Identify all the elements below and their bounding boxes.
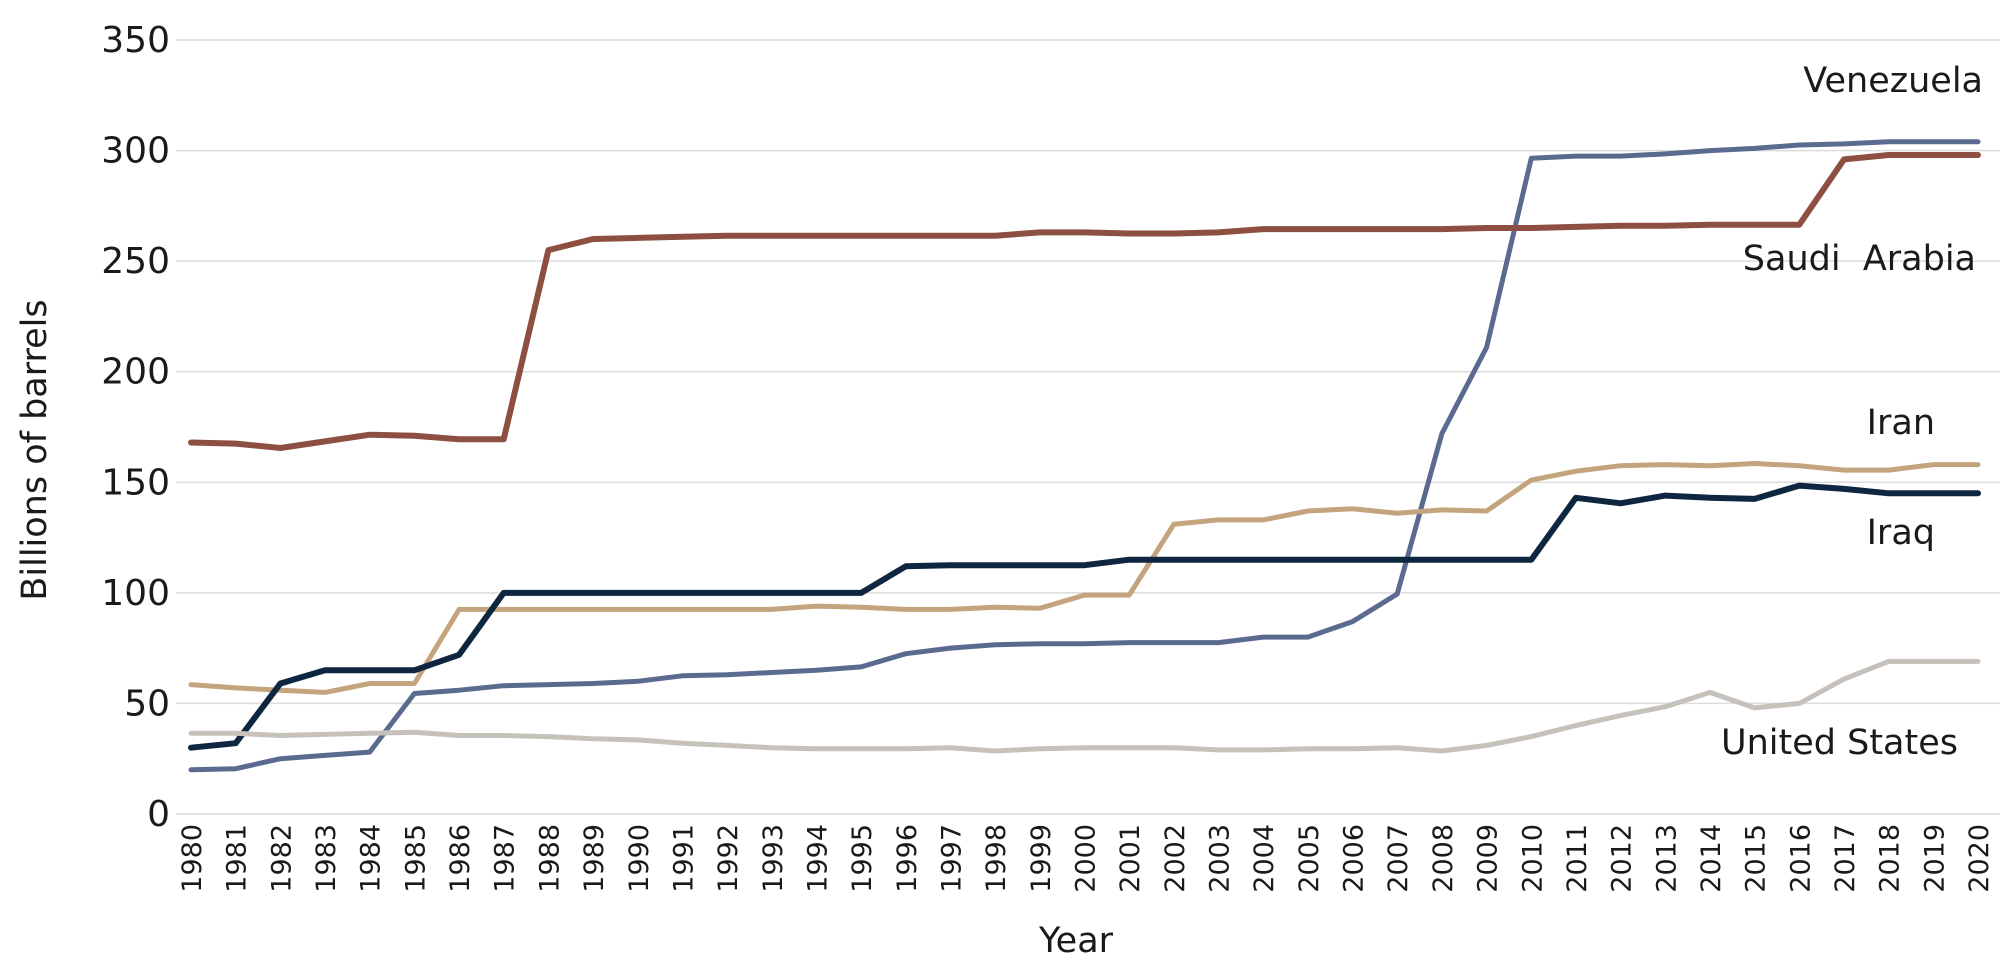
x-tick-label: 1982: [266, 824, 297, 893]
x-tick-label: 2015: [1741, 824, 1772, 893]
x-tick-label: 2011: [1562, 824, 1593, 893]
series-label-venezuela: Venezuela: [1803, 61, 1983, 101]
x-tick-label: 1986: [445, 824, 476, 893]
x-tick-label: 2001: [1115, 824, 1146, 893]
x-tick-label: 2008: [1428, 824, 1459, 893]
x-tick-label: 1997: [936, 824, 967, 893]
y-tick-label: 100: [101, 573, 170, 614]
x-axis-title: Year: [1038, 921, 1114, 961]
series-line-united-states: [188, 658, 1981, 754]
x-tick-label: 2006: [1339, 824, 1370, 893]
x-tick-label: 1995: [847, 824, 878, 893]
y-tick-label: 0: [147, 794, 170, 835]
y-tick-label: 50: [124, 683, 170, 724]
x-tick-label: 1998: [981, 824, 1012, 893]
x-tick-label: 2013: [1651, 824, 1682, 893]
x-axis-tick-labels: 1980 1981 1982 1983 1984 1985 1986 1987 1988 1989…: [177, 824, 1995, 893]
x-tick-label: 1994: [802, 824, 833, 893]
x-tick-label: 1989: [579, 824, 610, 893]
x-tick-label: 1984: [356, 824, 387, 893]
y-tick-label: 350: [101, 20, 170, 61]
x-tick-label: 1992: [713, 824, 744, 893]
x-tick-label: 2012: [1607, 824, 1638, 893]
series-label-iraq: Iraq: [1867, 513, 1935, 553]
x-tick-label: 2005: [1294, 824, 1325, 893]
series-labels: Venezuela Saudi Arabia Iran Iraq United Stat…: [1721, 61, 1983, 763]
series-lines: [188, 139, 1981, 773]
x-tick-label: 2010: [1517, 824, 1548, 893]
x-tick-label: 1999: [1026, 824, 1057, 893]
x-tick-label: 2009: [1473, 824, 1504, 893]
x-tick-label: 2016: [1785, 824, 1816, 893]
x-tick-label: 2017: [1830, 824, 1861, 893]
series-label-iran: Iran: [1867, 403, 1935, 443]
x-tick-label: 1988: [534, 824, 565, 893]
x-tick-label: 1993: [758, 824, 789, 893]
y-tick-label: 150: [101, 462, 170, 503]
y-axis-title: Billions of barrels: [15, 299, 55, 600]
x-tick-label: 2002: [1160, 824, 1191, 893]
x-tick-label: 2014: [1696, 824, 1727, 893]
x-tick-label: 1990: [624, 824, 655, 893]
x-tick-label: 2018: [1875, 824, 1906, 893]
x-tick-label: 1980: [177, 824, 208, 893]
series-label-saudi-arabia: Saudi Arabia: [1743, 239, 1976, 279]
x-tick-label: 2003: [1205, 824, 1236, 893]
x-tick-label: 2000: [1071, 824, 1102, 893]
series-line-venezuela: [188, 139, 1981, 773]
x-tick-label: 1987: [490, 824, 521, 893]
y-tick-label: 300: [101, 131, 170, 172]
series-line-iraq: [188, 482, 1981, 751]
x-tick-label: 1985: [400, 824, 431, 893]
x-tick-label: 2019: [1919, 824, 1950, 893]
x-tick-label: 2020: [1964, 824, 1995, 893]
series-label-united-states: United States: [1721, 723, 1958, 763]
y-tick-label: 250: [101, 241, 170, 282]
x-tick-label: 1981: [222, 824, 253, 893]
x-tick-label: 1983: [311, 824, 342, 893]
x-tick-label: 1991: [668, 824, 699, 893]
series-line-saudi-arabia: [188, 152, 1981, 451]
y-axis-tick-labels: 0 50 100 150 200 250 300 350: [101, 20, 170, 835]
x-tick-label: 2004: [1249, 824, 1280, 893]
x-tick-label: 2007: [1383, 824, 1414, 893]
y-tick-label: 200: [101, 352, 170, 393]
x-tick-label: 1996: [892, 824, 923, 893]
